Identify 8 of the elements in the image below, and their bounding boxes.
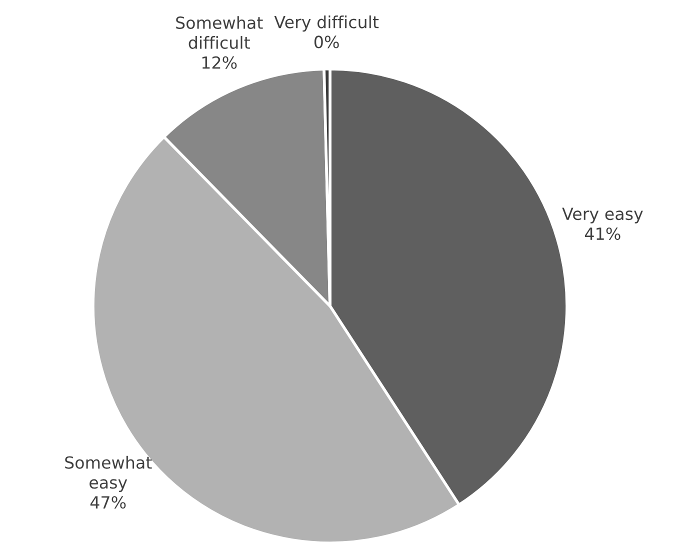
data-label: 0% <box>314 36 339 48</box>
slice-label: Somewhat easy <box>65 456 152 492</box>
slice-label: Very easy <box>562 208 643 224</box>
data-label: 47% <box>90 496 126 509</box>
data-label: 41% <box>584 227 620 240</box>
slice-label: Somewhat difficult <box>176 16 263 49</box>
data-label: 12% <box>202 56 237 69</box>
slice-label: Very difficult <box>274 15 379 32</box>
